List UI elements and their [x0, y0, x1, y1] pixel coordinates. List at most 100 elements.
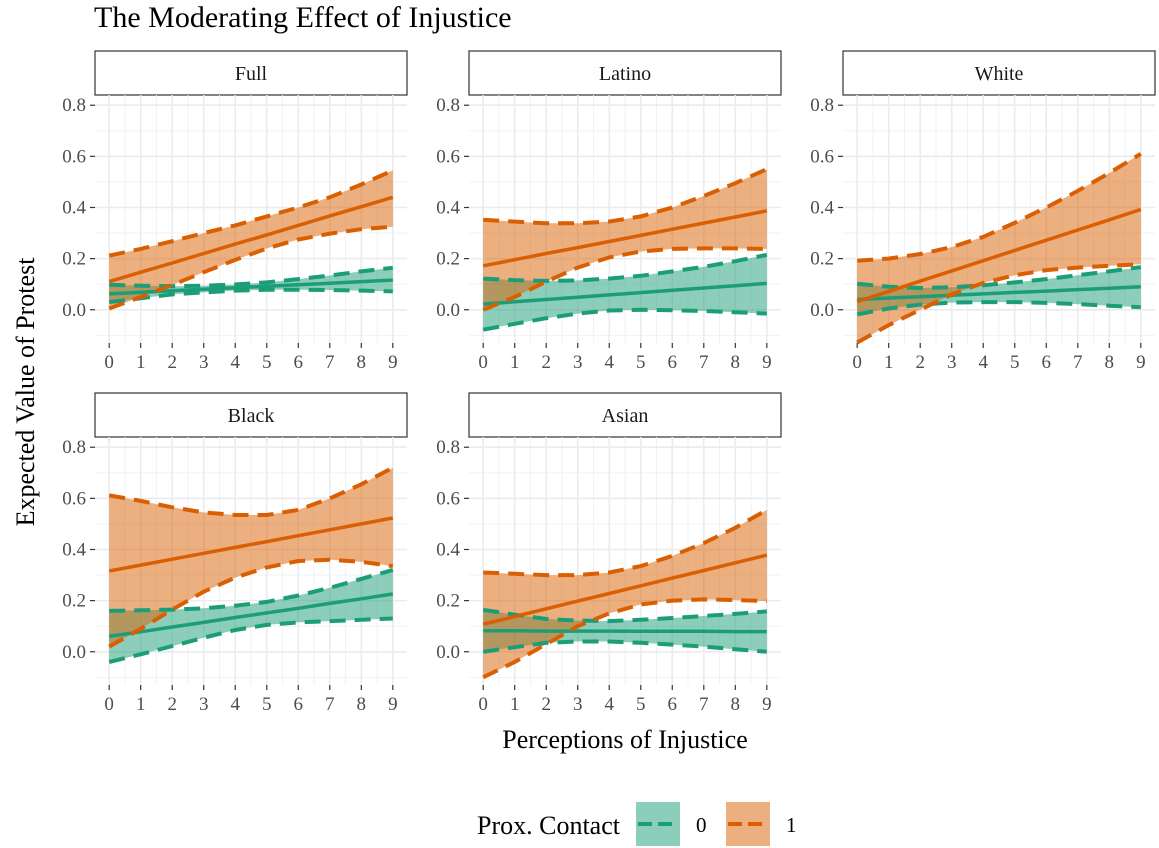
x-tick-label: 5	[262, 694, 272, 715]
x-tick-label: 0	[478, 352, 488, 373]
mean-line-group-0	[483, 281, 767, 306]
ci-lower-line-group-0	[482, 639, 767, 654]
legend-item-1: 1	[726, 802, 797, 846]
x-tick-label: 1	[884, 352, 894, 373]
x-tick-label: 5	[636, 352, 646, 373]
legend-item-label: 1	[786, 813, 797, 837]
y-tick-label: 0.8	[436, 95, 460, 116]
x-tick-label: 9	[388, 694, 398, 715]
x-tick-label: 5	[262, 352, 272, 373]
ci-lower-line-group-1	[482, 597, 767, 680]
x-tick-label: 2	[541, 694, 551, 715]
mean-line-group-1	[482, 209, 768, 268]
y-tick-label: 0.6	[810, 146, 834, 167]
legend: Prox. Contact 0 1	[477, 802, 797, 846]
x-tick-label: 6	[668, 694, 678, 715]
chart-title: The Moderating Effect of Injustice	[94, 1, 512, 34]
ci-lower-line-group-1	[482, 246, 767, 312]
x-tick-label: 2	[167, 694, 177, 715]
mean-line-group-1	[108, 516, 394, 573]
y-tick-label: 0.0	[62, 642, 86, 663]
x-tick-label: 9	[762, 694, 772, 715]
facet-strip	[94, 50, 408, 96]
ci-lower-line-group-0	[108, 287, 393, 305]
x-axis-title: Perceptions of Injustice	[502, 725, 748, 754]
y-tick-label: 0.2	[810, 249, 834, 270]
y-tick-label: 0.4	[62, 197, 86, 218]
facet-strip-label: Black	[228, 405, 275, 427]
y-tick-label: 0.2	[62, 591, 86, 612]
x-tick-label: 9	[1136, 352, 1146, 373]
legend-title: Prox. Contact	[477, 811, 621, 840]
x-tick-label: 8	[731, 694, 741, 715]
y-tick-label: 0.6	[62, 146, 86, 167]
facet-strip-label: Asian	[602, 405, 649, 427]
x-tick-label: 2	[915, 352, 925, 373]
x-tick-label: 3	[947, 352, 957, 373]
x-tick-label: 6	[294, 694, 304, 715]
y-tick-label: 0.0	[436, 642, 460, 663]
x-tick-label: 0	[104, 694, 114, 715]
x-tick-label: 8	[1105, 352, 1115, 373]
x-tick-label: 7	[699, 352, 709, 373]
x-tick-label: 1	[510, 694, 520, 715]
y-tick-label: 0.0	[436, 300, 460, 321]
x-tick-label: 6	[668, 352, 678, 373]
y-tick-label: 0.8	[62, 437, 86, 458]
facet-strip-label: Full	[235, 63, 268, 85]
y-tick-label: 0.4	[62, 539, 86, 560]
x-tick-label: 4	[604, 352, 614, 373]
ci-lower-line-group-0	[108, 616, 393, 664]
facet-strip-label: Latino	[599, 63, 651, 85]
y-tick-label: 0.8	[436, 437, 460, 458]
x-tick-label: 4	[978, 352, 988, 373]
facet-strip	[842, 50, 1156, 96]
x-tick-label: 4	[230, 694, 240, 715]
x-tick-label: 7	[325, 694, 335, 715]
ci-lower-line-group-1	[108, 224, 393, 311]
facet-strip	[468, 50, 782, 96]
x-tick-label: 7	[325, 352, 335, 373]
x-tick-label: 0	[478, 694, 488, 715]
ci-ribbon-group-0	[109, 267, 393, 303]
ci-ribbon-group-1	[483, 509, 767, 678]
x-tick-label: 2	[541, 352, 551, 373]
facet-panel-latino: Latino 0.0 0.2 0.4 0.6 0.8 0 1 2 3 4 5 6 7 8 9	[436, 50, 782, 373]
x-tick-label: 3	[199, 352, 209, 373]
x-tick-label: 5	[636, 694, 646, 715]
ci-upper-line-group-0	[857, 265, 1142, 291]
x-tick-label: 0	[104, 352, 114, 373]
legend-item-label: 0	[696, 813, 707, 837]
x-tick-label: 1	[510, 352, 520, 373]
facet-strip-label: White	[975, 63, 1024, 85]
y-tick-label: 0.2	[62, 249, 86, 270]
x-tick-label: 5	[1010, 352, 1020, 373]
mean-line-group-0	[857, 285, 1141, 302]
y-tick-label: 0.2	[436, 249, 460, 270]
facet-panel-black: Black 0.0 0.2 0.4 0.6 0.8 0 1 2 3 4 5 6 7 8 9	[62, 392, 408, 715]
facet-panel-full: Full 0.0 0.2 0.4 0.6 0.8 0 1 2 3 4 5 6 7 8 9	[62, 50, 408, 373]
x-tick-label: 7	[1073, 352, 1083, 373]
x-tick-label: 8	[357, 352, 367, 373]
ci-upper-line-group-1	[857, 152, 1142, 263]
ci-lower-line-group-1	[856, 262, 1141, 345]
x-tick-label: 8	[357, 694, 367, 715]
y-tick-label: 0.2	[436, 591, 460, 612]
y-tick-label: 0.6	[62, 488, 86, 509]
y-tick-label: 0.6	[436, 488, 460, 509]
ci-lower-line-group-0	[482, 307, 767, 332]
x-tick-label: 4	[230, 352, 240, 373]
x-tick-label: 9	[762, 352, 772, 373]
ci-ribbon-group-1	[109, 467, 393, 647]
y-tick-label: 0.0	[62, 300, 86, 321]
y-tick-label: 0.4	[436, 539, 460, 560]
x-tick-label: 3	[573, 352, 583, 373]
mean-line-group-1	[856, 207, 1142, 304]
y-tick-label: 0.6	[436, 146, 460, 167]
y-axis-title: Expected Value of Protest	[11, 257, 40, 527]
x-tick-label: 2	[167, 352, 177, 373]
legend-item-0: 0	[636, 802, 707, 846]
x-tick-label: 4	[604, 694, 614, 715]
y-tick-label: 0.4	[436, 197, 460, 218]
